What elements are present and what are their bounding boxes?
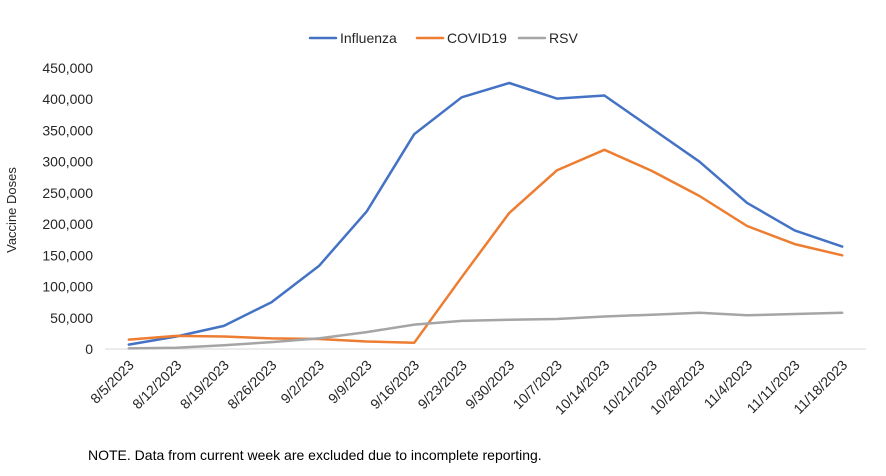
- x-tick-label: 8/12/2023: [129, 357, 185, 413]
- y-tick-label: 300,000: [42, 154, 93, 170]
- x-tick-label: 8/19/2023: [177, 357, 233, 413]
- y-tick-label: 200,000: [42, 216, 93, 232]
- y-tick-label: 50,000: [50, 310, 93, 326]
- y-tick-label: 400,000: [42, 91, 93, 107]
- y-axis-title: Vaccine Doses: [4, 167, 19, 253]
- legend-label-influenza: Influenza: [340, 30, 397, 46]
- y-tick-label: 100,000: [42, 279, 93, 295]
- footnote: NOTE. Data from current week are exclude…: [88, 447, 542, 463]
- y-tick-label: 0: [85, 341, 93, 357]
- y-tick-label: 350,000: [42, 122, 93, 138]
- y-tick-label: 150,000: [42, 247, 93, 263]
- series-line-influenza: [127, 81, 844, 346]
- y-tick-label: 250,000: [42, 185, 93, 201]
- x-tick-label: 8/26/2023: [224, 357, 280, 413]
- y-tick-label: 450,000: [42, 60, 93, 76]
- legend-label-rsv: RSV: [549, 30, 578, 46]
- series-line-rsv: [127, 311, 844, 350]
- x-tick-label: 9/2/2023: [277, 357, 327, 407]
- legend-label-covid19: COVID19: [447, 30, 507, 46]
- x-tick-label: 9/16/2023: [367, 357, 423, 413]
- x-tick-label: 9/30/2023: [462, 357, 518, 413]
- series-line-covid19: [127, 148, 844, 345]
- x-tick-label: 9/23/2023: [414, 357, 470, 413]
